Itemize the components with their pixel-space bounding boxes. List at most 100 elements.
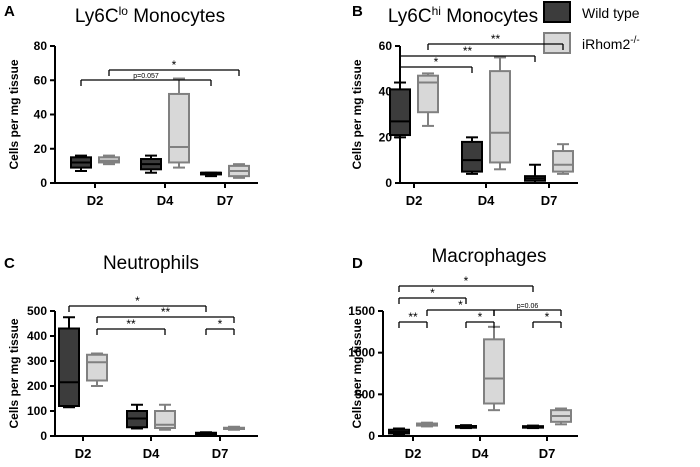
category-label: D4 [143,446,160,461]
box-body [483,338,505,405]
significance-label: p=0.06 [517,303,539,310]
y-tick-label: 40 [379,85,393,99]
significance-bracket: * [108,58,240,76]
significance-label: * [464,274,469,288]
chart-panel-a: A Ly6Clo Monocytes Cells per mg tissue 0 20 4… [4,3,258,208]
panel-title-sup: lo [119,4,129,18]
panel-letter: D [352,255,363,272]
y-tick-label: 60 [379,39,393,53]
box-plot-wild-type-d4 [461,136,483,175]
y-axis-label: Cells per mg tissue [350,59,364,169]
box-plot-irhom2-d4 [154,403,176,431]
significance-bracket: ** [398,310,428,328]
significance-bracket: * [399,55,473,73]
y-axis-label: Cells per mg tissue [350,318,364,428]
box-plot-wild-type-d7 [200,171,222,178]
category-label: D4 [478,193,495,208]
significance-bracket: ** [96,317,166,335]
category-label: D7 [539,446,556,461]
box-plot-wild-type-d2 [388,427,410,436]
box-body [552,150,574,173]
box-plot-wild-type-d7 [195,431,217,436]
box-plot-irhom2-d7 [228,163,250,179]
box-plot-wild-type-d2 [58,316,80,409]
category-label: D2 [87,193,104,208]
significance-bracket: p=0.057 [80,73,212,86]
y-tick-label: 300 [27,354,47,368]
significance-label: * [218,317,223,331]
y-tick-label: 500 [355,387,375,401]
chart-panel-d: D Macrophages Cells per mg tissue 0 500 1000 1… [348,246,578,461]
significance-label: ** [126,317,136,331]
significance-label: ** [161,305,171,319]
box-body [168,92,190,164]
box-plot-irhom2-d7 [550,407,572,426]
y-tick-label: 0 [368,429,375,443]
panel-title-text: Neutrophils [103,253,199,274]
significance-bracket: * [426,298,495,316]
legend-swatch-irhom2 [543,32,571,54]
chart-panel-b: B Ly6Chi Monocytes Cells per mg tissue 0 20 4… [350,3,578,208]
category-label: D4 [157,193,174,208]
panel-title: Ly6Chi Monocytes [388,4,538,27]
significance-bracket: p=0.06 [493,303,562,316]
y-tick-label: 200 [27,379,47,393]
box-body [86,353,108,382]
panel-letter: B [352,3,363,20]
panel-title-text: Ly6C [75,6,119,27]
box-plot-irhom2-d2 [417,72,439,127]
box-plot-wild-type-d7 [524,163,546,184]
significance-label: * [135,294,140,308]
y-tick-label: 20 [34,142,48,156]
category-label: D2 [75,446,92,461]
y-tick-label: 0 [385,176,392,190]
significance-label: * [172,58,177,72]
significance-bracket: * [465,310,495,328]
significance-label: ** [463,44,473,58]
significance-label: * [434,55,439,69]
category-label: D7 [217,193,234,208]
y-tick-label: 20 [379,130,393,144]
category-label: D7 [212,446,229,461]
box-plot-wild-type-d4 [126,403,148,430]
significance-bracket: * [68,294,207,312]
panel-title: Macrophages [431,246,546,267]
box-plot-wild-type-d4 [455,424,477,430]
category-label: D2 [405,446,422,461]
category-label: D2 [406,193,423,208]
y-tick-label: 0 [40,176,47,190]
significance-label: * [458,298,463,312]
panel-title-text: Macrophages [431,246,546,267]
y-tick-label: 1500 [348,304,375,318]
legend-label-irhom2-base: iRhom2 [582,36,630,52]
significance-label: ** [491,32,501,46]
legend-label-irhom2-sup: -/- [630,35,639,46]
significance-label: ** [408,310,418,324]
box-plot-irhom2-d4 [489,56,511,171]
box-plot-wild-type-d4 [140,154,162,174]
category-label: D4 [472,446,489,461]
significance-bracket: ** [427,32,564,50]
category-label: D7 [541,193,558,208]
box-plot-irhom2-d4 [483,325,505,412]
box-body [461,140,483,173]
panel-title-sup: hi [432,4,441,18]
y-tick-label: 40 [34,108,48,122]
box-body [417,74,439,114]
y-axis-label: Cells per mg tissue [7,59,21,169]
panel-title-text-post: Monocytes [441,6,538,27]
box-plot-wild-type-d2 [389,81,411,139]
legend-swatch-wild-type [543,1,571,23]
significance-label: * [545,310,550,324]
y-tick-label: 400 [27,329,47,343]
significance-bracket: * [398,274,534,292]
box-plot-irhom2-d4 [168,77,190,169]
significance-bracket: ** [96,305,235,323]
legend-label-irhom2: iRhom2-/- [582,35,640,52]
box-body [389,88,411,137]
box-plot-irhom2-d2 [86,352,108,387]
box-plot-irhom2-d2 [416,421,438,428]
y-axis-label: Cells per mg tissue [7,318,21,428]
box-body [58,327,80,407]
